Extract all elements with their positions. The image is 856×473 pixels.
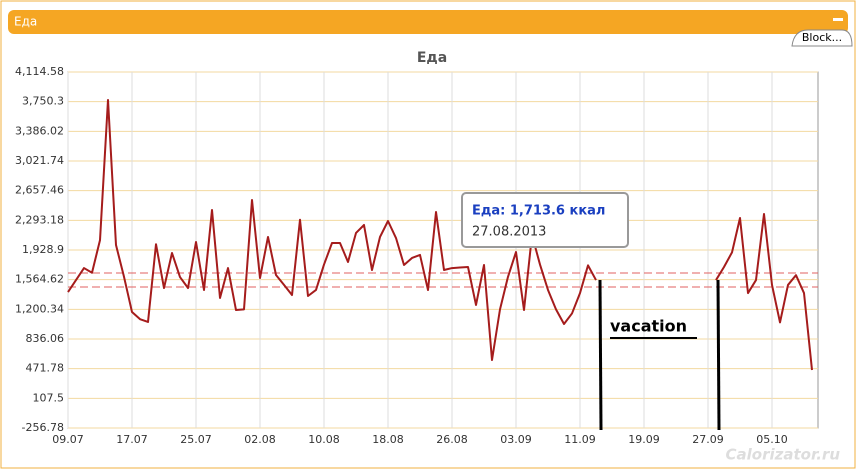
- panel-title: Еда: [14, 15, 37, 29]
- x-tick-label: 25.07: [180, 433, 212, 446]
- tab[interactable]: [791, 29, 853, 47]
- tooltip: [461, 192, 629, 248]
- x-tick-label: 26.08: [436, 433, 468, 446]
- x-tick-label: 17.07: [116, 433, 148, 446]
- y-tick-label: 2,293.18: [15, 213, 64, 226]
- x-tick-label: 03.09: [500, 433, 532, 446]
- data-line: [67, 98, 813, 371]
- tab-label[interactable]: Block...: [802, 31, 842, 44]
- y-tick-label: 1,928.9: [22, 243, 64, 256]
- annotation: vacation: [610, 317, 687, 336]
- x-tick-label: 19.09: [628, 433, 660, 446]
- x-tick-label: 11.09: [564, 433, 596, 446]
- y-tick-label: 3,021.74: [15, 154, 64, 167]
- y-tick-label: 471.78: [26, 362, 65, 375]
- x-tick-label: 10.08: [308, 433, 340, 446]
- watermark: Calorizator.ru: [726, 446, 841, 464]
- x-tick-label: 02.08: [244, 433, 276, 446]
- x-tick-label: 18.08: [372, 433, 404, 446]
- x-tick-label: 09.07: [52, 433, 84, 446]
- tooltip-title: Еда: 1,713.6 ккал: [472, 204, 605, 219]
- x-tick-label: 27.09: [692, 433, 724, 446]
- annotation-line: [716, 279, 721, 431]
- y-tick-label: 2,657.46: [15, 184, 64, 197]
- y-tick-label: 836.06: [26, 332, 65, 345]
- y-tick-label: 4,114.58: [15, 65, 64, 78]
- x-tick-label: 05.10: [756, 433, 788, 446]
- y-tick-label: 3,750.3: [22, 95, 64, 108]
- y-tick-label: 107.5: [33, 391, 65, 404]
- panel-header: [8, 10, 848, 34]
- chart-title: Еда: [417, 50, 447, 66]
- annotation-line: [598, 279, 603, 431]
- y-tick-label: 3,386.02: [15, 124, 64, 137]
- y-tick-label: -256.78: [22, 421, 64, 434]
- tooltip-date: 27.08.2013: [472, 225, 546, 240]
- y-tick-label: 1,564.62: [15, 273, 64, 286]
- y-tick-label: 1,200.34: [15, 302, 64, 315]
- minimize-button[interactable]: [833, 18, 843, 21]
